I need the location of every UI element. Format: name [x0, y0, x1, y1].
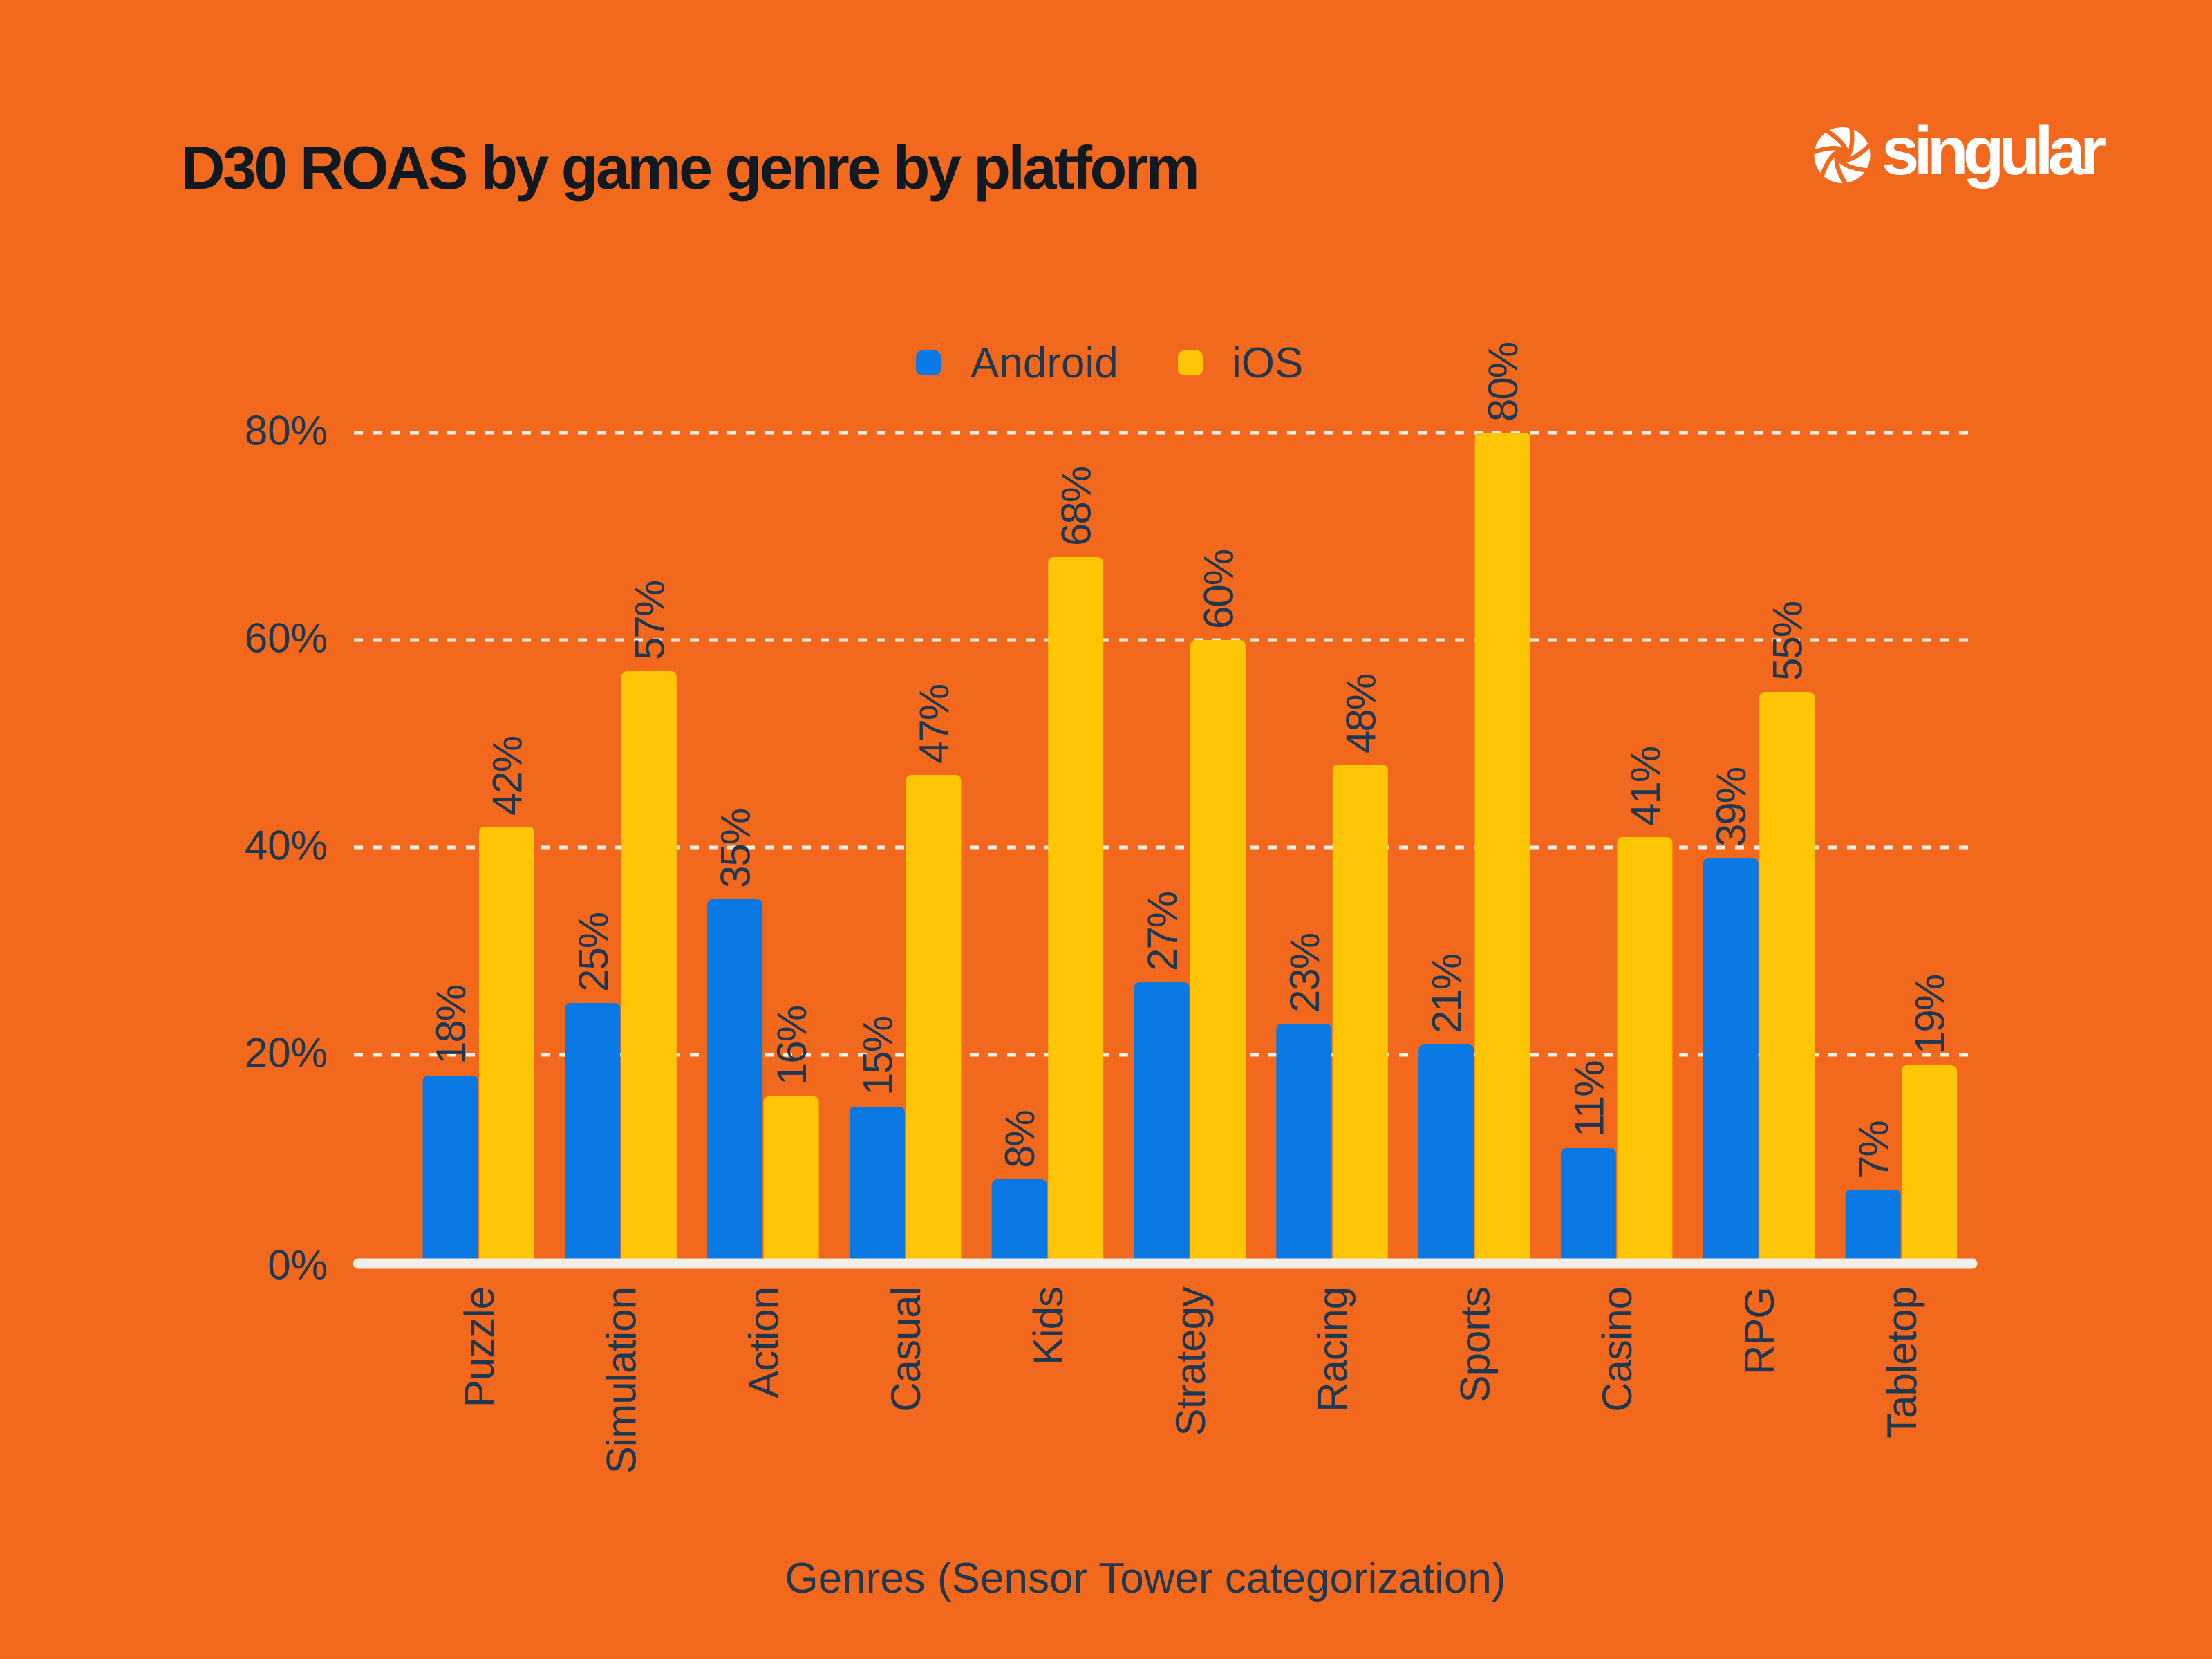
svg-text:55%: 55%: [1765, 601, 1811, 681]
svg-text:18%: 18%: [428, 985, 474, 1065]
svg-text:80%: 80%: [1480, 342, 1526, 422]
svg-text:35%: 35%: [713, 809, 759, 888]
svg-text:Action: Action: [740, 1287, 787, 1398]
svg-text:60%: 60%: [245, 615, 328, 662]
svg-text:27%: 27%: [1139, 892, 1185, 971]
svg-text:Puzzle: Puzzle: [456, 1287, 503, 1407]
svg-text:Casual: Casual: [883, 1287, 929, 1412]
svg-text:RPG: RPG: [1736, 1287, 1783, 1375]
svg-text:Casino: Casino: [1594, 1287, 1640, 1412]
svg-text:Genres (Sensor Tower categoriz: Genres (Sensor Tower categorization): [785, 1555, 1506, 1602]
svg-text:Tabletop: Tabletop: [1879, 1287, 1925, 1438]
svg-text:7%: 7%: [1850, 1121, 1897, 1179]
svg-text:23%: 23%: [1282, 933, 1328, 1013]
svg-text:25%: 25%: [570, 912, 617, 992]
svg-text:Strategy: Strategy: [1168, 1286, 1214, 1436]
svg-text:57%: 57%: [626, 581, 673, 660]
svg-text:singular: singular: [1882, 113, 2106, 189]
svg-text:21%: 21%: [1424, 954, 1470, 1033]
svg-text:iOS: iOS: [1232, 339, 1303, 387]
svg-text:8%: 8%: [997, 1111, 1043, 1168]
svg-text:Simulation: Simulation: [599, 1287, 645, 1474]
svg-text:39%: 39%: [1708, 767, 1754, 847]
svg-text:Android: Android: [971, 339, 1118, 387]
svg-text:48%: 48%: [1338, 674, 1384, 753]
svg-text:40%: 40%: [245, 823, 328, 869]
svg-text:0%: 0%: [268, 1242, 328, 1288]
svg-text:68%: 68%: [1053, 467, 1100, 546]
svg-text:Kids: Kids: [1025, 1287, 1071, 1365]
svg-text:15%: 15%: [854, 1016, 901, 1096]
svg-text:19%: 19%: [1907, 975, 1953, 1054]
svg-text:47%: 47%: [911, 684, 957, 764]
svg-text:60%: 60%: [1196, 550, 1242, 629]
svg-text:16%: 16%: [769, 1006, 815, 1085]
svg-text:80%: 80%: [245, 408, 328, 454]
svg-text:42%: 42%: [485, 736, 531, 816]
svg-text:20%: 20%: [245, 1030, 328, 1076]
svg-text:41%: 41%: [1622, 747, 1669, 826]
svg-text:11%: 11%: [1566, 1061, 1612, 1137]
svg-text:D30 ROAS by game genre by plat: D30 ROAS by game genre by platform: [181, 133, 1197, 202]
svg-text:Racing: Racing: [1310, 1287, 1356, 1412]
svg-text:Sports: Sports: [1452, 1287, 1498, 1403]
